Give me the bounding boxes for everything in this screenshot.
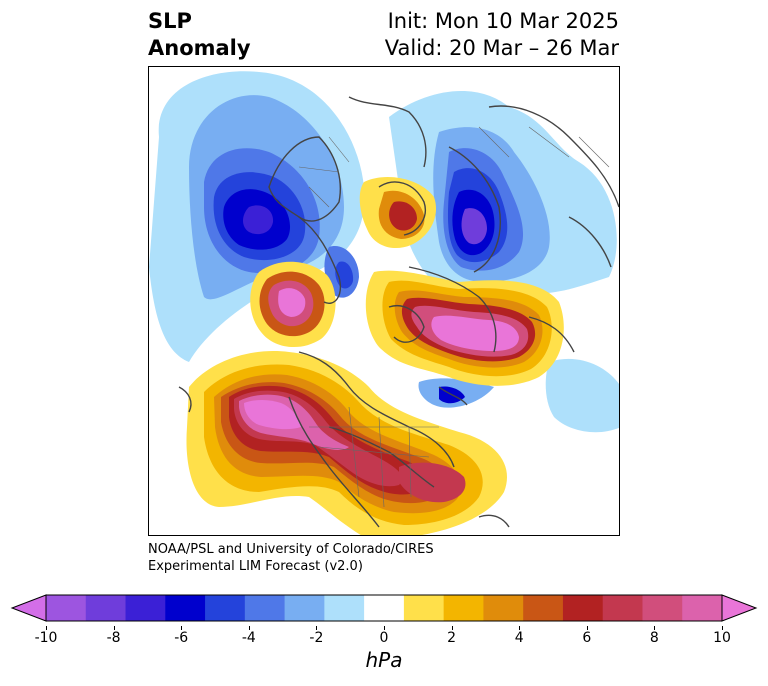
colorbar-segment — [562, 595, 604, 621]
colorbar-tick-label: 0 — [379, 630, 389, 646]
colorbar-segment — [85, 595, 127, 621]
colorbar-tick-label: -10 — [34, 630, 58, 646]
colorbar — [10, 594, 758, 622]
colorbar-segment — [403, 595, 445, 621]
colorbar-tick-label: 10 — [713, 630, 731, 646]
init-date-label: Init: Mon 10 Mar 2025 — [387, 9, 619, 33]
colorbar-extend-max — [721, 594, 758, 622]
colorbar-segment — [284, 595, 325, 621]
colorbar-tick-mark — [519, 626, 521, 630]
colorbar-tick-mark — [46, 626, 47, 630]
slp-anomaly-map — [148, 66, 620, 536]
colorbar-frame — [45, 594, 723, 622]
colorbar-segment — [682, 595, 723, 621]
title-line-2: Anomaly — [148, 36, 251, 60]
credit-line-1: NOAA/PSL and University of Colorado/CIRE… — [148, 542, 434, 557]
colorbar-segment — [364, 595, 405, 621]
colorbar-segment — [244, 595, 286, 621]
high-anomaly-scandinavia — [359, 177, 437, 249]
colorbar-ticks: -10 -8 -6 -4 -2 0 2 4 6 8 10 — [0, 626, 768, 648]
title-line-1: SLP — [148, 9, 192, 33]
forecast-dates: Init: Mon 10 Mar 2025 Valid: 20 Mar – 26… — [385, 8, 619, 62]
colorbar-segment — [523, 595, 564, 621]
colorbar-tick-mark — [113, 626, 115, 630]
borders — [298, 126, 610, 508]
colorbar-tick-mark — [586, 626, 588, 630]
colorbar-tick-label: -8 — [106, 630, 121, 646]
colorbar-extend-min — [10, 594, 47, 622]
coastlines — [178, 96, 619, 528]
colorbar-unit-label: hPa — [365, 648, 403, 672]
high-anomaly-pacific-america — [186, 351, 507, 535]
colorbar-segment — [165, 595, 206, 621]
colorbar-tick-mark — [316, 626, 318, 630]
map-svg — [149, 71, 619, 535]
colorbar-tick-label: -6 — [174, 630, 189, 646]
colorbar-tick-label: -2 — [309, 630, 324, 646]
colorbar-tick-mark — [248, 626, 250, 630]
colorbar-segment — [642, 595, 683, 621]
colorbar-tick-mark — [722, 626, 723, 630]
colorbar-segment — [125, 595, 166, 621]
valid-date-label: Valid: 20 Mar – 26 Mar — [384, 36, 619, 60]
high-anomaly-mediterranean — [250, 261, 336, 348]
colorbar-tick-mark — [384, 626, 385, 630]
colorbar-segment — [205, 595, 246, 621]
credit-text: NOAA/PSL and University of Colorado/CIRE… — [148, 541, 434, 575]
colorbar-tick-label: 2 — [447, 630, 457, 646]
colorbar-segment — [602, 595, 643, 621]
colorbar-tick-mark — [181, 626, 183, 630]
colorbar-tick-label: 8 — [649, 630, 659, 646]
colorbar-tick-label: 6 — [582, 630, 592, 646]
colorbar-tick-label: -4 — [241, 630, 256, 646]
colorbar-tick-mark — [451, 626, 453, 630]
map-title: SLP Anomaly — [148, 8, 251, 62]
colorbar-tick-mark — [654, 626, 656, 630]
colorbar-segment — [443, 595, 484, 621]
low-anomaly-arctic — [389, 90, 619, 433]
high-anomaly-arctic — [365, 270, 564, 386]
colorbar-segment — [324, 595, 365, 621]
colorbar-segment — [483, 595, 524, 621]
colorbar-segment — [46, 595, 87, 621]
credit-line-2: Experimental LIM Forecast (v2.0) — [148, 559, 363, 574]
colorbar-tick-label: 4 — [514, 630, 524, 646]
